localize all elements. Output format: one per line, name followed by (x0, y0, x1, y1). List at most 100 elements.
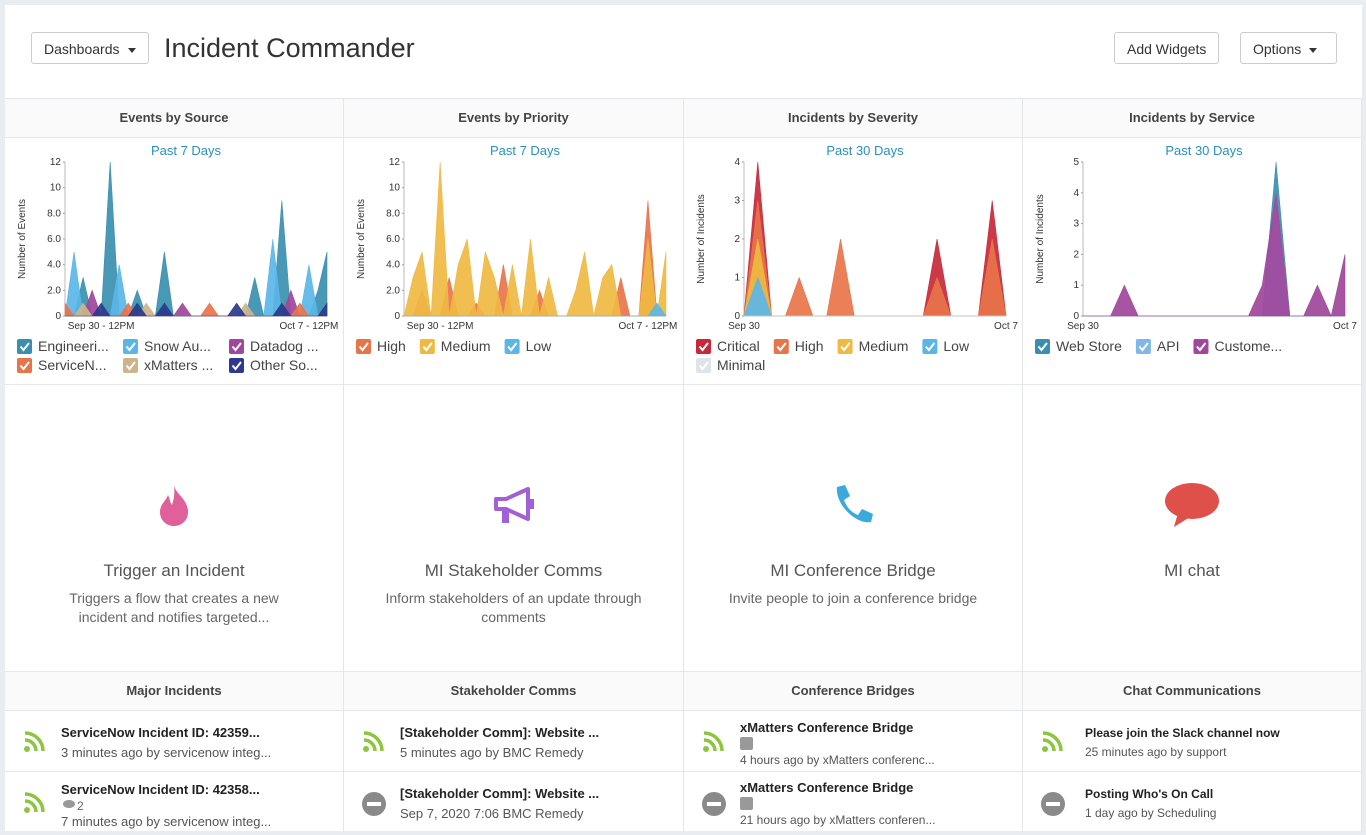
dashboard: Dashboards Incident Commander Add Widget… (5, 5, 1362, 831)
item-title: ServiceNow Incident ID: 42359... (61, 725, 260, 740)
action-title: MI chat (1164, 561, 1220, 580)
legend-item[interactable]: Medium (419, 338, 491, 354)
legend-item[interactable]: API (1135, 338, 1180, 354)
feed-icon (363, 731, 384, 752)
widget-title: Chat Communications (1023, 672, 1361, 711)
options-button[interactable]: Options (1240, 32, 1337, 64)
legend-check (776, 342, 787, 352)
legend-item[interactable]: xMatters ... (123, 357, 213, 373)
legend-checkbox (17, 339, 32, 354)
y-axis-label: Number of Incidents (696, 194, 707, 284)
chart: Past 30 Days Number of Incidents 0 1 2 3 4 5 Sep… (1035, 143, 1357, 354)
list-item[interactable]: Please join the Slack channel now 25 min… (1023, 711, 1361, 772)
list-item[interactable]: [Stakeholder Comm]: Website ... 5 minute… (344, 711, 683, 772)
item-subtitle: 1 day ago by Scheduling (1085, 806, 1217, 820)
legend-item[interactable]: Critical (696, 338, 760, 354)
legend-check (358, 342, 369, 352)
legend-checkbox (837, 339, 853, 354)
y-tick-label: 10 (50, 183, 62, 194)
widget-title: Incidents by Severity (684, 99, 1022, 138)
comment-count: 2 (63, 799, 84, 813)
legend-item[interactable]: Medium (837, 338, 909, 354)
legend-item[interactable]: Snow Au... (123, 338, 211, 354)
y-tick-label: 4.0 (47, 260, 61, 271)
list-item[interactable]: [Stakeholder Comm]: Website ... Sep 7, 2… (344, 772, 683, 831)
area-series (743, 161, 1007, 317)
dashboards-button[interactable]: Dashboards (31, 32, 149, 64)
list-item[interactable]: xMatters Conference Bridge 4 hours ago b… (684, 711, 1022, 772)
action-title: MI Stakeholder Comms (424, 561, 603, 580)
dashboard-title: Incident Commander (164, 33, 415, 63)
legend-checkbox (922, 339, 938, 354)
item-subtitle: 3 minutes ago by servicenow integ... (61, 745, 272, 760)
item-subtitle: 7 minutes ago by servicenow integ... (61, 814, 272, 829)
legend-check (231, 342, 242, 352)
chat-icon (1165, 483, 1219, 527)
item-subtitle: 4 hours ago by xMatters conferenc... (740, 753, 935, 767)
x-tick-label: Oct 7 (1333, 321, 1357, 332)
legend-item[interactable]: Datadog ... (229, 338, 319, 354)
chart-subtitle: Past 30 Days (1165, 143, 1243, 158)
legend-item[interactable]: Web Store (1035, 338, 1122, 354)
legend-label: Medium (859, 338, 909, 354)
list-widget: Stakeholder Comms [Stakeholder Comm]: We… (344, 671, 684, 831)
flame-icon (160, 485, 188, 526)
y-tick-label: 2 (1073, 249, 1079, 260)
megaphone-icon (493, 487, 534, 523)
list-widget: Chat Communications Please join the Slac… (1023, 671, 1362, 831)
chart-subtitle: Past 7 Days (490, 143, 561, 158)
y-tick-label: 1 (1073, 280, 1079, 291)
button-label: Dashboards (44, 41, 120, 57)
button-label: Options (1253, 41, 1302, 57)
legend-check (1037, 342, 1048, 352)
legend-item[interactable]: Custome... (1193, 338, 1282, 354)
list-item[interactable]: Posting Who's On Call 1 day ago by Sched… (1023, 772, 1361, 831)
area-series (1083, 192, 1346, 317)
legend-label: Engineeri... (38, 338, 109, 354)
legend-check (1196, 342, 1207, 352)
x-tick-label: Oct 7 (994, 321, 1018, 332)
action-widget[interactable]: MI Conference Bridge Invite people to jo… (684, 384, 1023, 671)
x-tick-label: Oct 7 - 12PM (618, 321, 677, 332)
comment-count-value: 2 (77, 799, 84, 813)
item-subtitle: Sep 7, 2020 7:06 BMC Remedy (400, 806, 584, 821)
legend-label: High (795, 338, 824, 354)
legend-item[interactable]: Other So... (229, 357, 318, 373)
legend-item[interactable]: ServiceN... (17, 357, 106, 373)
widget-title: Major Incidents (5, 672, 343, 711)
y-tick-label: 0 (55, 311, 61, 322)
item-subtitle: 5 minutes ago by BMC Remedy (400, 745, 584, 760)
widget-title: Events by Priority (344, 99, 683, 138)
item-title: [Stakeholder Comm]: Website ... (400, 725, 600, 740)
legend-label: ServiceN... (38, 357, 106, 373)
legend-item[interactable]: Low (922, 338, 970, 354)
x-tick-label: Sep 30 (1067, 321, 1099, 332)
action-widget[interactable]: MI Stakeholder Comms Inform stakeholders… (344, 384, 684, 671)
legend-item[interactable]: Low (504, 338, 553, 354)
x-tick-label: Oct 7 - 12PM (279, 321, 338, 332)
legend-checkbox (229, 358, 244, 373)
list-item[interactable]: xMatters Conference Bridge 21 hours ago … (684, 772, 1022, 831)
y-tick-label: 6.0 (47, 234, 61, 245)
action-widget[interactable]: MI chat (1023, 384, 1362, 671)
widget-title: Incidents by Service (1023, 99, 1361, 138)
list-item[interactable]: ServiceNow Incident ID: 42358... 2 7 min… (5, 772, 343, 831)
y-tick-label: 0 (1073, 311, 1079, 322)
widget: Incidents by Severity Past 30 Days Number … (684, 98, 1023, 384)
y-axis-label: Number of Events (356, 199, 367, 279)
add-widgets-button[interactable]: Add Widgets (1114, 32, 1220, 64)
legend-label: Minimal (717, 357, 765, 373)
y-tick-label: 4 (734, 157, 740, 168)
area-series (65, 302, 328, 317)
legend-item[interactable]: High (356, 338, 406, 354)
action-widget[interactable]: Trigger an Incident Triggers a flow that… (5, 384, 344, 671)
comment-icon (63, 800, 75, 808)
action-title: MI Conference Bridge (770, 561, 936, 580)
widget-title: Stakeholder Comms (344, 672, 683, 711)
legend-item[interactable]: High (773, 338, 824, 354)
legend-check (925, 342, 936, 352)
legend-item[interactable]: Minimal (696, 357, 765, 373)
legend-item[interactable]: Engineeri... (17, 338, 109, 354)
legend-label: High (377, 338, 406, 354)
list-item[interactable]: ServiceNow Incident ID: 42359... 3 minut… (5, 711, 343, 772)
